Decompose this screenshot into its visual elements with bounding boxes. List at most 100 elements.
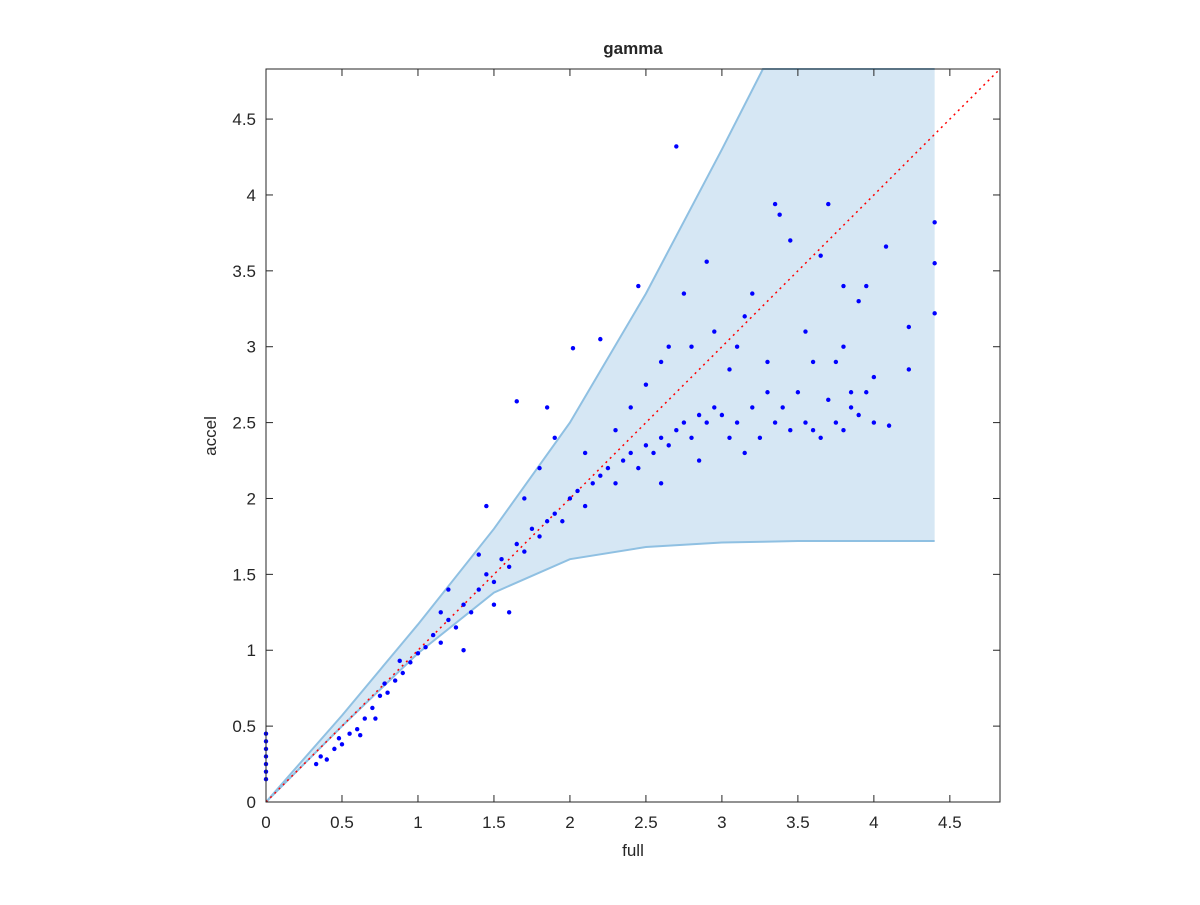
y-axis-label: accel bbox=[201, 416, 220, 456]
scatter-point bbox=[514, 541, 519, 547]
scatter-point bbox=[575, 488, 580, 494]
scatter-point bbox=[818, 253, 823, 258]
y-tick-label: 0 bbox=[247, 793, 256, 812]
x-tick-label: 2 bbox=[565, 813, 574, 832]
chart-title: gamma bbox=[603, 39, 663, 58]
scatter-point bbox=[658, 481, 664, 486]
scatter-point bbox=[400, 670, 405, 676]
scatter-point bbox=[803, 420, 808, 425]
scatter-point bbox=[777, 212, 782, 217]
scatter-point bbox=[841, 344, 846, 349]
scatter-point bbox=[712, 329, 717, 334]
scatter-point bbox=[522, 549, 527, 554]
scatter-point bbox=[833, 420, 839, 425]
scatter-point bbox=[712, 405, 717, 410]
scatter-point bbox=[681, 291, 687, 296]
scatter-point bbox=[886, 423, 892, 428]
scatter-point bbox=[385, 690, 390, 695]
scatter-point bbox=[636, 283, 641, 289]
scatter-point bbox=[336, 736, 342, 741]
x-tick-label: 1 bbox=[413, 813, 422, 832]
scatter-point bbox=[643, 443, 649, 448]
scatter-point bbox=[446, 617, 451, 623]
x-tick-label: 4.5 bbox=[938, 813, 962, 832]
scatter-point bbox=[552, 435, 557, 440]
scatter-point bbox=[856, 412, 861, 418]
scatter-point bbox=[461, 648, 466, 653]
scatter-point bbox=[582, 503, 588, 509]
scatter-point bbox=[397, 658, 402, 664]
scatter-point bbox=[833, 359, 839, 365]
scatter-point bbox=[529, 526, 535, 532]
scatter-point bbox=[453, 625, 459, 630]
scatter-point bbox=[636, 465, 641, 471]
x-tick-label: 1.5 bbox=[482, 813, 506, 832]
scatter-point bbox=[788, 238, 793, 243]
scatter-point bbox=[666, 443, 671, 448]
scatter-point bbox=[704, 420, 709, 425]
scatter-point bbox=[484, 503, 489, 509]
scatter-point bbox=[734, 344, 740, 349]
x-axis-label: full bbox=[622, 841, 644, 860]
y-tick-label: 3.5 bbox=[232, 262, 256, 281]
scatter-point bbox=[666, 344, 671, 349]
scatter-point bbox=[570, 346, 576, 351]
x-tick-label: 4 bbox=[869, 813, 878, 832]
scatter-point bbox=[795, 390, 801, 395]
scatter-point bbox=[742, 314, 747, 319]
scatter-point bbox=[681, 420, 687, 425]
scatter-point bbox=[313, 761, 319, 767]
scatter-point bbox=[841, 427, 846, 433]
scatter-point bbox=[514, 399, 519, 404]
y-tick-label: 4.5 bbox=[232, 110, 256, 129]
scatter-point bbox=[423, 645, 428, 650]
scatter-point bbox=[370, 705, 375, 711]
scatter-point bbox=[810, 359, 816, 365]
scatter-point bbox=[932, 220, 937, 225]
scatter-point bbox=[848, 405, 854, 410]
scatter-point bbox=[856, 298, 861, 304]
scatter-point bbox=[788, 427, 793, 433]
scatter-point bbox=[438, 640, 443, 645]
scatter-point bbox=[841, 283, 846, 289]
scatter-point bbox=[461, 602, 466, 607]
scatter-point bbox=[628, 405, 633, 410]
scatter-point bbox=[590, 481, 595, 486]
reference-line bbox=[265, 68, 1001, 803]
scatter-point bbox=[864, 283, 869, 289]
scatter-point bbox=[567, 496, 573, 501]
scatter-point bbox=[430, 632, 436, 638]
scatter-point bbox=[605, 465, 611, 471]
scatter-point bbox=[544, 405, 550, 410]
scatter-point bbox=[628, 450, 633, 456]
confidence-band bbox=[266, 69, 935, 802]
scatter-point bbox=[560, 519, 565, 524]
y-tick-label: 2 bbox=[247, 489, 256, 508]
scatter-point bbox=[704, 259, 709, 264]
scatter-point bbox=[658, 435, 664, 440]
y-tick-label: 1 bbox=[247, 641, 256, 660]
scatter-point bbox=[658, 359, 664, 365]
scatter-point bbox=[537, 534, 542, 539]
scatter-point bbox=[906, 324, 912, 330]
scatter-point bbox=[651, 450, 656, 456]
scatter-point bbox=[719, 412, 725, 418]
scatter-point bbox=[415, 651, 421, 656]
scatter-point bbox=[772, 420, 778, 425]
scatter-point bbox=[742, 450, 747, 456]
scatter-point bbox=[613, 427, 618, 433]
x-tick-label: 0 bbox=[261, 813, 270, 832]
scatter-point bbox=[476, 587, 481, 592]
scatter-point bbox=[339, 742, 345, 747]
x-tick-label: 0.5 bbox=[330, 813, 354, 832]
scatter-point bbox=[696, 458, 702, 463]
x-tick-label: 3.5 bbox=[786, 813, 810, 832]
scatter-point bbox=[803, 329, 808, 334]
scatter-point bbox=[864, 390, 869, 395]
x-tick-label: 2.5 bbox=[634, 813, 658, 832]
x-tick-label: 3 bbox=[717, 813, 726, 832]
scatter-point bbox=[772, 201, 778, 207]
scatter-point bbox=[727, 367, 732, 372]
scatter-point bbox=[347, 731, 352, 736]
